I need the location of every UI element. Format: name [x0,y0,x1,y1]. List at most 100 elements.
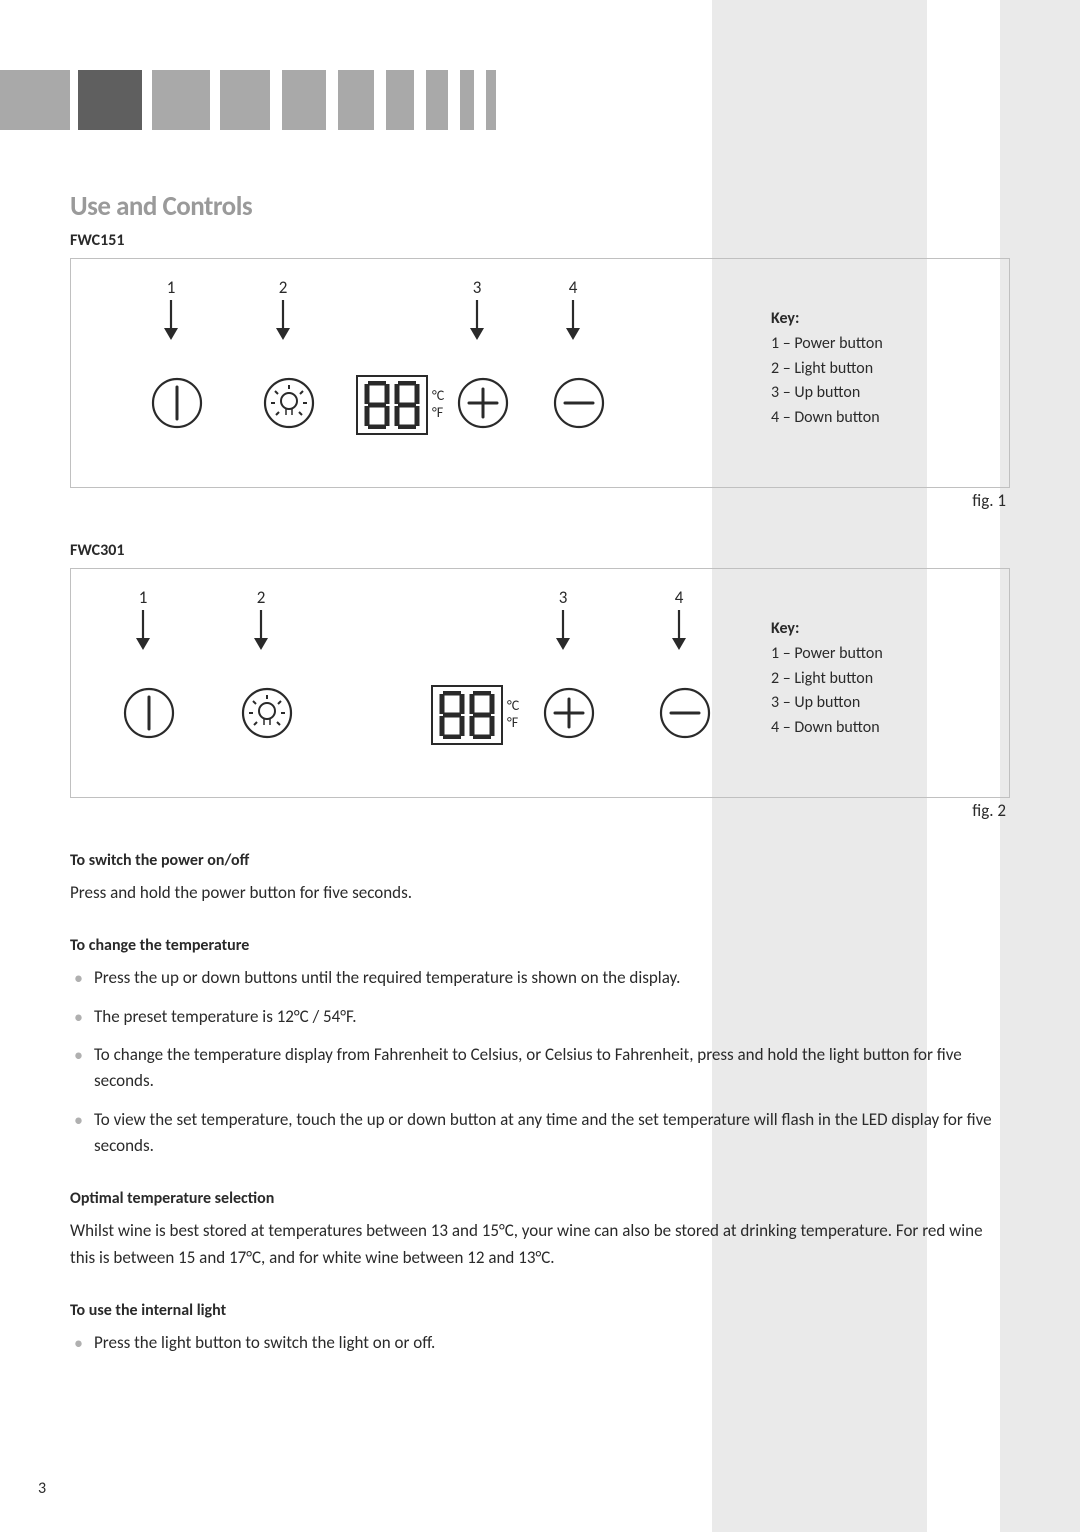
figure-FWC151: FWC151 1 2 3 4 °C°F Key:1 – Power button2 – Li… [70,231,1010,511]
bullet-item: To change the temperature display from F… [70,1042,1010,1095]
section-text: Press and hold the power button for five… [70,880,1010,906]
key-item: 2 – Light button [771,667,883,692]
light-button-icon [241,687,293,739]
key-item: 3 – Up button [771,691,883,716]
power-button [123,687,175,739]
arrow-down-icon [276,300,290,340]
down-button [659,687,711,739]
unit-f: °F [507,715,519,732]
bullet-item: Press the up or down buttons until the r… [70,965,1010,991]
figure-label: fig. 2 [70,800,1010,821]
callout-number: 2 [249,587,273,608]
unit-c: °C [432,388,444,405]
bullet-item: Press the light button to switch the lig… [70,1330,1010,1356]
section-title: To use the internal light [70,1301,1010,1320]
callout-4: 4 [561,277,585,340]
page-content: Use and Controls FWC1511234°C°FKey:1 – P… [70,190,1010,1368]
light-button [241,687,293,739]
bullet-list: Press the up or down buttons until the r… [70,965,1010,1159]
bullet-list: Press the light button to switch the lig… [70,1330,1010,1356]
callout-2: 2 [249,587,273,650]
digit-box [431,685,503,745]
header-block [486,70,496,130]
callout-number: 3 [465,277,489,298]
control-panel-diagram: 1 2 3 4 °C°F Key:1 – Power button2 – Light bu… [70,258,1010,488]
digit-icon [394,381,420,429]
key-item: 2 – Light button [771,357,883,382]
power-button [151,377,203,429]
arrow-down-icon [470,300,484,340]
figure-key: Key:1 – Power button2 – Light button3 – … [771,307,883,431]
arrow-down-icon [136,610,150,650]
temperature-display: °C°F [431,685,519,745]
light-button-icon [263,377,315,429]
temperature-display: °C°F [356,375,444,435]
arrow-down-icon [164,300,178,340]
header-block [460,70,474,130]
bullet-item: To view the set temperature, touch the u… [70,1107,1010,1160]
section-title: Optimal temperature selection [70,1189,1010,1208]
arrow-down-icon [672,610,686,650]
key-title: Key: [771,617,883,642]
power-button-icon [123,687,175,739]
up-button [543,687,595,739]
callout-2: 2 [271,277,295,340]
callout-number: 3 [551,587,575,608]
header-block [426,70,448,130]
figure-FWC301: FWC301 1 2 3 4 °C°F Key:1 – Power button2 – Li… [70,541,1010,821]
callout-number: 4 [667,587,691,608]
callout-1: 1 [159,277,183,340]
digit-icon [364,381,390,429]
header-block [338,70,374,130]
arrow-down-icon [556,610,570,650]
key-item: 3 – Up button [771,381,883,406]
page-number: 3 [38,1479,46,1498]
unit-labels: °C°F [432,388,444,422]
callout-number: 1 [131,587,155,608]
section: To use the internal light Press the light… [70,1301,1010,1356]
digit-icon [439,691,465,739]
key-item: 4 – Down button [771,716,883,741]
power-button-icon [151,377,203,429]
key-item: 4 – Down button [771,406,883,431]
callout-4: 4 [667,587,691,650]
section-text: Whilst wine is best stored at temperatur… [70,1218,1010,1271]
header-block [282,70,326,130]
unit-f: °F [432,405,444,422]
key-item: 1 – Power button [771,642,883,667]
bullet-item: The preset temperature is 12°C / 54°F. [70,1004,1010,1030]
light-button [263,377,315,429]
model-label: FWC301 [70,541,1010,560]
arrow-down-icon [566,300,580,340]
unit-c: °C [507,698,519,715]
page-title: Use and Controls [70,190,1010,223]
callout-number: 2 [271,277,295,298]
callout-3: 3 [551,587,575,650]
control-panel-diagram: 1 2 3 4 °C°F Key:1 – Power button2 – Light bu… [70,568,1010,798]
key-item: 1 – Power button [771,332,883,357]
down-button-icon [553,377,605,429]
up-button-icon [543,687,595,739]
header-block [220,70,270,130]
digit-icon [469,691,495,739]
down-button-icon [659,687,711,739]
callout-3: 3 [465,277,489,340]
header-block [152,70,210,130]
down-button [553,377,605,429]
header-block [0,70,70,130]
up-button [457,377,509,429]
figure-key: Key:1 – Power button2 – Light button3 – … [771,617,883,741]
header-block [386,70,414,130]
header-decor-strip [0,70,1080,130]
figure-label: fig. 1 [70,490,1010,511]
callout-number: 4 [561,277,585,298]
unit-labels: °C°F [507,698,519,732]
callout-1: 1 [131,587,155,650]
key-title: Key: [771,307,883,332]
digit-box [356,375,428,435]
up-button-icon [457,377,509,429]
section: To change the temperaturePress the up or… [70,936,1010,1159]
section-title: To switch the power on/off [70,851,1010,870]
callout-number: 1 [159,277,183,298]
model-label: FWC151 [70,231,1010,250]
